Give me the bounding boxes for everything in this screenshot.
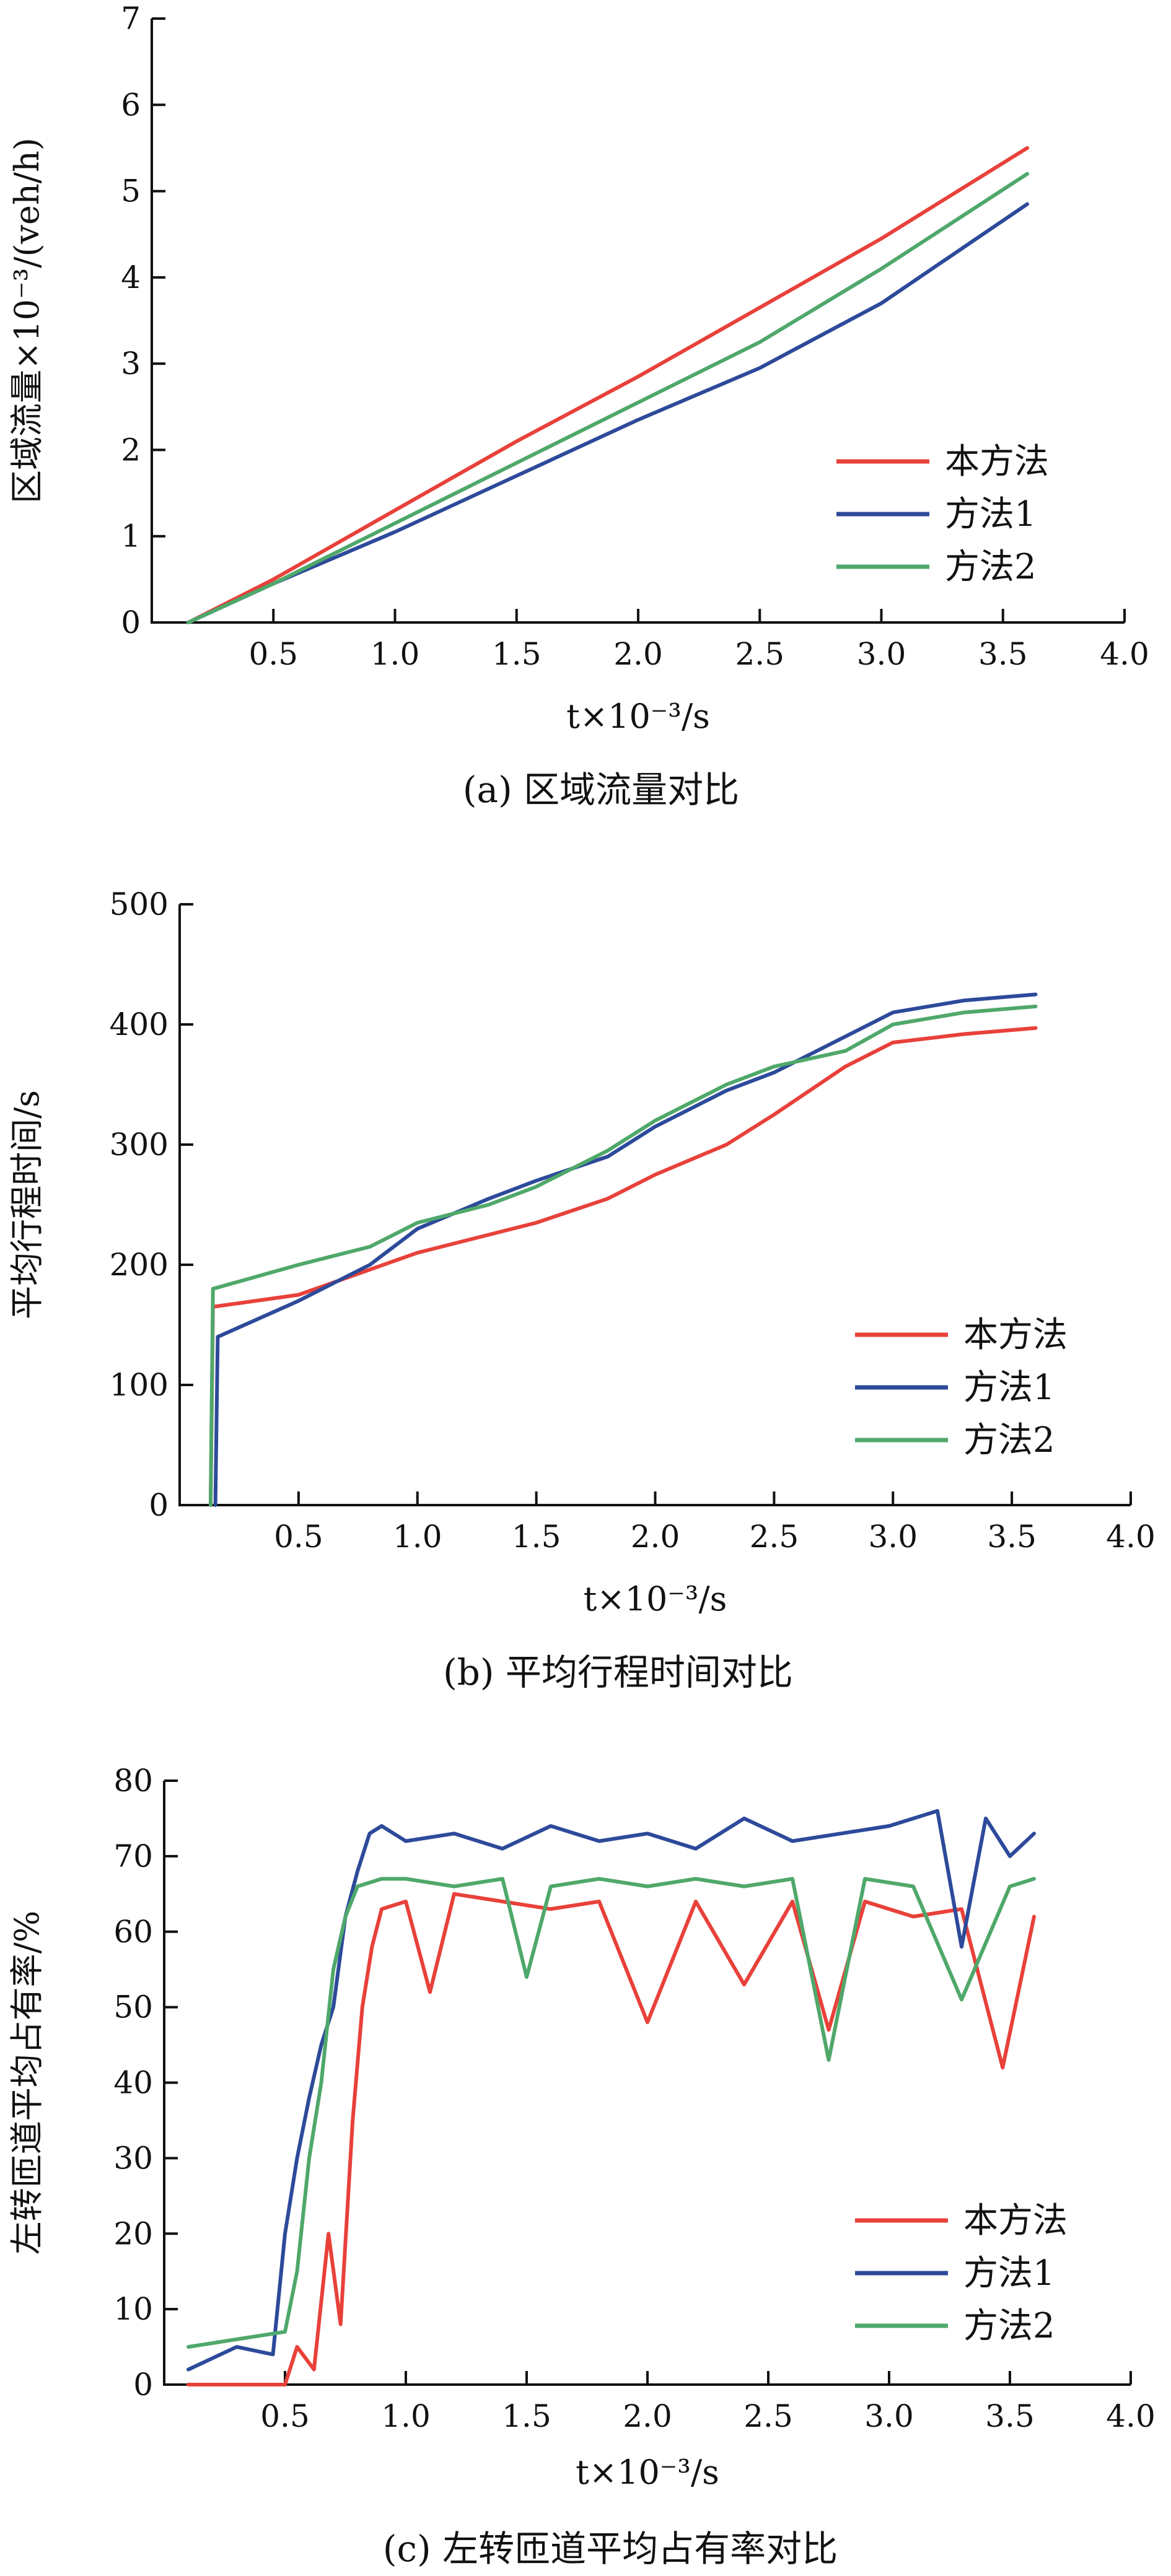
- y-tick-label: 0: [133, 2367, 153, 2403]
- x-tick-label: 3.5: [978, 636, 1028, 672]
- chart-c: 0 10 20 30 40 50 60 70 80 0.5 1.0 1.5 2.0 2.5 3.0 3.5 4.…: [7, 1763, 1156, 2570]
- series-line-method2: [186, 172, 1029, 624]
- series-line-method2: [208, 1004, 1038, 1507]
- legend-label: 方法2: [945, 547, 1037, 587]
- y-tick-label: 3: [121, 346, 141, 382]
- legend-label: 方法2: [963, 1420, 1055, 1460]
- x-axis-label: t×10⁻³/s: [584, 1579, 727, 1618]
- legend-label: 方法1: [945, 494, 1037, 535]
- chart-caption: (c) 左转匝道平均占有率对比: [383, 2528, 838, 2570]
- y-axis-label: 左转匝道平均占有率/%: [7, 1911, 46, 2255]
- x-tick-label: 3.5: [985, 2398, 1035, 2434]
- series-line-method1: [186, 202, 1029, 624]
- y-tick-label: 6: [121, 87, 141, 123]
- x-tick-label: 0.5: [274, 1519, 323, 1555]
- y-tick-label: 1: [121, 518, 141, 554]
- y-tick-label: 500: [110, 886, 169, 922]
- y-tick-label: 40: [113, 2065, 153, 2101]
- y-tick-label: 80: [113, 1763, 153, 1799]
- y-tick-label: 7: [121, 1, 141, 37]
- y-tick-label: 0: [149, 1487, 169, 1523]
- x-tick-label: 4.0: [1106, 1519, 1156, 1555]
- x-tick-label: 3.0: [864, 2398, 914, 2434]
- series-line-method1: [213, 992, 1038, 1507]
- axis-lines: [163, 1781, 1131, 2386]
- x-axis-label: t×10⁻³/s: [566, 697, 710, 736]
- y-tick-label: 100: [110, 1367, 169, 1403]
- legend-label: 本方法: [963, 1315, 1068, 1355]
- y-axis-label: 区域流量×10⁻³/(veh/h): [7, 138, 46, 504]
- chart-caption: (a) 区域流量对比: [463, 769, 739, 811]
- x-tick-label: 3.5: [987, 1519, 1037, 1555]
- x-tick-label: 1.0: [371, 636, 420, 672]
- x-tick-label: 1.5: [502, 2398, 551, 2434]
- series-line-method1: [186, 1809, 1036, 2372]
- chart-a: 0 1 2 3 4 5 6 7 0.5 1.0 1.5 2.0 2.5 3.0 3.5 4.0 t×10⁻³/s…: [7, 1, 1149, 811]
- y-tick-label: 400: [110, 1006, 169, 1042]
- legend-label: 方法2: [963, 2306, 1055, 2346]
- y-tick-label: 10: [113, 2291, 153, 2327]
- x-axis-label: t×10⁻³/s: [576, 2453, 719, 2492]
- legend-label: 方法1: [963, 1368, 1055, 1408]
- x-tick-label: 2.0: [631, 1519, 680, 1555]
- x-tick-label: 2.5: [750, 1519, 799, 1555]
- legend-label: 方法1: [963, 2253, 1055, 2294]
- y-tick-label: 30: [113, 2140, 153, 2176]
- x-tick-label: 3.0: [868, 1519, 918, 1555]
- x-tick-label: 4.0: [1106, 2398, 1156, 2434]
- x-tick-label: 2.0: [613, 636, 663, 672]
- series-line-this-method: [186, 1892, 1036, 2386]
- series-line-this-method: [208, 1026, 1038, 1507]
- legend-label: 本方法: [963, 2201, 1068, 2241]
- y-axis-label: 平均行程时间/s: [7, 1090, 46, 1319]
- chart-caption: (b) 平均行程时间对比: [443, 1651, 793, 1693]
- series-line-this-method: [186, 146, 1029, 624]
- x-tick-label: 4.0: [1100, 636, 1149, 672]
- x-tick-label: 1.0: [393, 1519, 442, 1555]
- x-tick-label: 0.5: [248, 636, 298, 672]
- y-tick-label: 70: [113, 1838, 153, 1874]
- y-tick-label: 5: [121, 173, 141, 209]
- legend-label: 本方法: [945, 442, 1049, 482]
- y-tick-label: 300: [110, 1127, 169, 1163]
- x-tick-label: 3.0: [857, 636, 906, 672]
- x-tick-label: 1.5: [512, 1519, 561, 1555]
- x-tick-label: 1.5: [492, 636, 542, 672]
- y-tick-label: 20: [113, 2216, 153, 2251]
- x-tick-label: 0.5: [260, 2398, 310, 2434]
- y-tick-label: 0: [121, 605, 141, 640]
- y-tick-label: 50: [113, 1989, 153, 2025]
- x-tick-label: 1.0: [381, 2398, 431, 2434]
- y-tick-label: 60: [113, 1914, 153, 1950]
- x-tick-label: 2.0: [623, 2398, 672, 2434]
- series-line-method2: [186, 1877, 1036, 2349]
- x-tick-label: 2.5: [743, 2398, 793, 2434]
- y-tick-label: 200: [110, 1247, 169, 1283]
- axis-lines: [178, 904, 1131, 1506]
- y-tick-label: 4: [121, 260, 141, 295]
- x-tick-label: 2.5: [735, 636, 784, 672]
- y-tick-label: 2: [121, 432, 141, 468]
- chart-b: 0 100 200 300 400 500 0.5 1.0 1.5 2.0 2.5 3.0 3.5 4.0…: [7, 886, 1156, 1693]
